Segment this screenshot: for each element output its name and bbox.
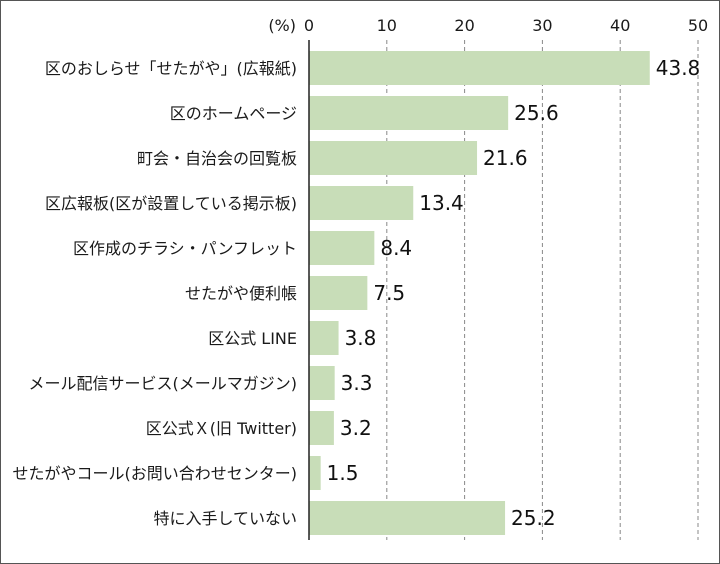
bar-7 [309, 366, 335, 400]
category-label-3: 区広報板(区が設置している掲示板) [45, 194, 297, 213]
value-label-3: 13.4 [419, 191, 464, 215]
bar-3 [309, 186, 414, 220]
value-label-7: 3.3 [341, 371, 373, 395]
category-label-9: せたがやコール(お問い合わせセンター) [13, 464, 298, 483]
unit-label: (%) [268, 16, 296, 35]
category-label-10: 特に入手していない [153, 509, 297, 528]
value-label-10: 25.2 [511, 506, 556, 530]
category-label-4: 区作成のチラシ・パンフレット [73, 239, 297, 258]
tick-label-10: 10 [377, 16, 397, 35]
value-label-6: 3.8 [345, 326, 377, 350]
category-label-8: 区公式Ｘ(旧 Twitter) [146, 419, 297, 438]
value-labels: 43.8 25.6 21.6 13.4 8.4 7.5 3.8 3.3 3.2 1.5 25.2 [327, 56, 701, 530]
category-label-1: 区のホームページ [170, 104, 297, 123]
bar-10 [309, 501, 506, 535]
tick-label-30: 30 [532, 16, 552, 35]
bar-5 [309, 276, 368, 310]
bar-4 [309, 231, 375, 265]
bar-8 [309, 411, 334, 445]
category-label-7: メール配信サービス(メールマガジン) [29, 374, 298, 393]
bar-1 [309, 96, 509, 130]
category-label-0: 区のおしらせ「せたがや」(広報紙) [45, 59, 297, 78]
category-label-2: 町会・自治会の回覧板 [137, 149, 297, 168]
category-labels: 区のおしらせ「せたがや」(広報紙) 区のホームページ町会・自治会の回覧板区広報板(… [13, 59, 298, 528]
bar-0 [309, 51, 650, 85]
value-label-8: 3.2 [340, 416, 372, 440]
value-label-5: 7.5 [373, 281, 405, 305]
bars [309, 51, 650, 535]
value-label-9: 1.5 [327, 461, 359, 485]
gridlines [386, 40, 699, 540]
value-label-0: 43.8 [656, 56, 701, 80]
bar-6 [309, 321, 339, 355]
tick-label-40: 40 [610, 16, 630, 35]
tick-labels: 0 10 20 30 40 50 [304, 16, 708, 35]
bar-9 [309, 456, 321, 490]
bar-2 [309, 141, 478, 175]
category-label-5: せたがや便利帳 [185, 284, 297, 303]
tick-label-50: 50 [688, 16, 708, 35]
value-label-2: 21.6 [483, 146, 528, 170]
tick-label-0: 0 [304, 16, 314, 35]
value-label-4: 8.4 [380, 236, 412, 260]
category-label-6: 区公式 LINE [208, 329, 297, 348]
value-label-1: 25.6 [514, 101, 559, 125]
tick-label-20: 20 [454, 16, 474, 35]
